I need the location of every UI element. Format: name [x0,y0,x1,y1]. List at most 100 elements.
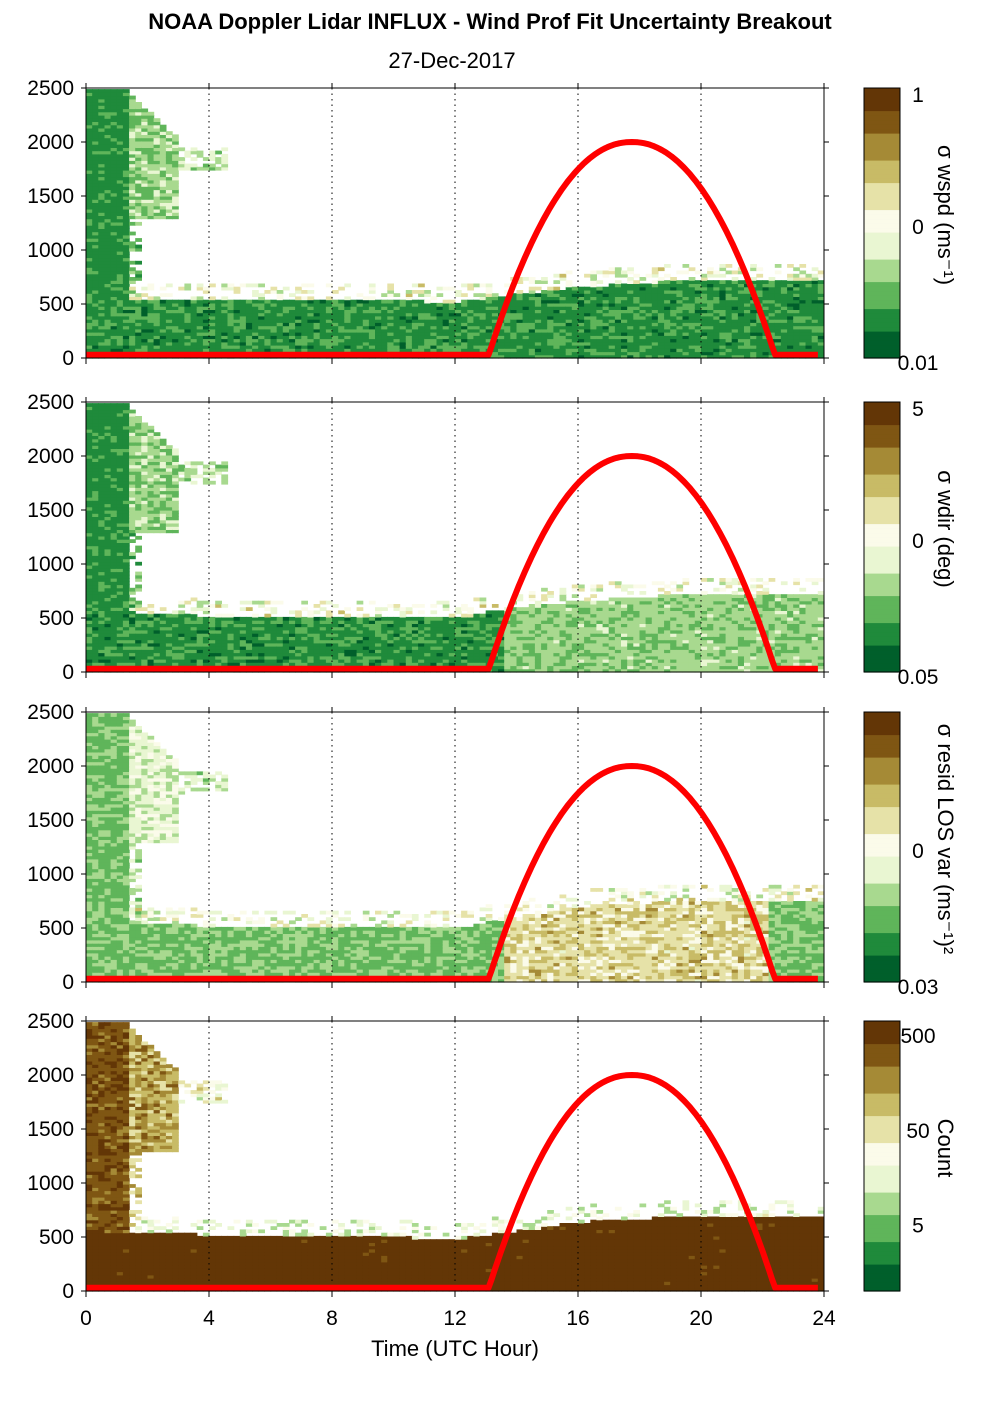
heatmap-cell [110,280,118,284]
heatmap-cell [92,506,99,511]
heatmap-cell [215,150,222,155]
heatmap-cell [455,348,462,353]
heatmap-cell [258,319,265,323]
heatmap-cell [368,328,376,333]
heatmap-cell [534,354,542,359]
heatmap-cell [86,196,93,200]
heatmap-cell [510,354,517,359]
colorbar-swatch [864,124,900,130]
colorbar-swatch [864,263,900,269]
heatmap-cell [141,652,149,657]
heatmap-cell [147,626,155,631]
heatmap-cell [639,322,647,327]
heatmap-cell [811,283,819,288]
heatmap-cell [787,322,794,327]
heatmap-cell [731,306,739,310]
heatmap-cell [141,215,149,220]
heatmap-cell [178,471,186,475]
heatmap-cell [178,302,186,307]
heatmap-cell [768,322,776,327]
heatmap-cell [701,296,708,301]
heatmap-cell [405,296,413,301]
heatmap-cell [141,192,149,197]
heatmap-cell [129,480,136,485]
heatmap-cell [811,290,819,294]
heatmap-cell [122,257,130,262]
heatmap-cell [122,487,130,492]
heatmap-cell [258,325,265,330]
heatmap-cell [559,338,567,343]
heatmap-cell [590,319,597,323]
heatmap-cell [762,345,770,349]
heatmap-cell [116,591,124,595]
heatmap-cell [172,662,179,667]
heatmap-cell [534,315,542,320]
heatmap-cell [159,493,167,498]
heatmap-cell [725,286,733,291]
heatmap-cell [276,636,284,641]
heatmap-cell [657,325,665,330]
heatmap-cell [98,218,106,223]
heatmap-cell [295,286,302,291]
colorbar-swatch [864,236,900,242]
heatmap-cell [147,659,155,663]
heatmap-cell [578,351,585,356]
heatmap-cell [787,335,794,340]
colorbar-swatch [864,169,900,175]
colorbar-swatch [864,214,900,220]
heatmap-cell [731,351,739,356]
heatmap-cell [116,134,124,139]
colorbar-swatch [864,160,900,166]
heatmap-cell [129,221,136,226]
heatmap-cell [332,299,339,304]
heatmap-cell [215,467,222,472]
heatmap-cell [504,328,511,333]
heatmap-cell [411,338,419,343]
heatmap-cell [295,348,302,353]
heatmap-cell [153,493,161,498]
heatmap-cell [455,325,462,330]
heatmap-cell [141,286,149,291]
heatmap-cell [528,290,536,294]
heatmap-cell [86,280,93,284]
heatmap-cell [245,306,253,310]
heatmap-cell [522,341,530,346]
heatmap-cell [424,341,431,346]
heatmap-cell [602,338,610,343]
colorbar-tick-label: 0.01 [898,352,939,375]
heatmap-cell [104,565,112,569]
heatmap-cell [98,102,106,106]
heatmap-cell [455,315,462,320]
heatmap-cell [135,121,142,126]
heatmap-cell [98,516,106,521]
heatmap-cell [209,322,216,327]
heatmap-cell [614,290,622,294]
heatmap-cell [233,306,241,310]
heatmap-cell [196,633,204,637]
heatmap-cell [411,302,419,307]
heatmap-cell [276,642,284,647]
heatmap-cell [116,425,124,430]
heatmap-cell [98,429,106,433]
heatmap-cell [92,659,99,663]
heatmap-cell [98,539,106,543]
heatmap-cell [393,299,401,304]
heatmap-cell [485,332,493,336]
heatmap-cell [350,328,358,333]
heatmap-cell [116,286,124,291]
heatmap-cell [780,293,788,297]
heatmap-cell [147,613,155,618]
heatmap-cell [418,302,425,307]
heatmap-cell [368,319,376,323]
heatmap-cell [110,451,118,456]
heatmap-cell [116,312,124,317]
heatmap-cell [110,244,118,249]
heatmap-cell [430,335,438,340]
heatmap-cell [92,102,99,106]
heatmap-cell [811,312,819,317]
heatmap-cell [504,290,511,294]
heatmap-cell [110,264,118,268]
heatmap-cell [153,306,161,310]
heatmap-cell [153,173,161,178]
heatmap-cell [122,435,130,440]
